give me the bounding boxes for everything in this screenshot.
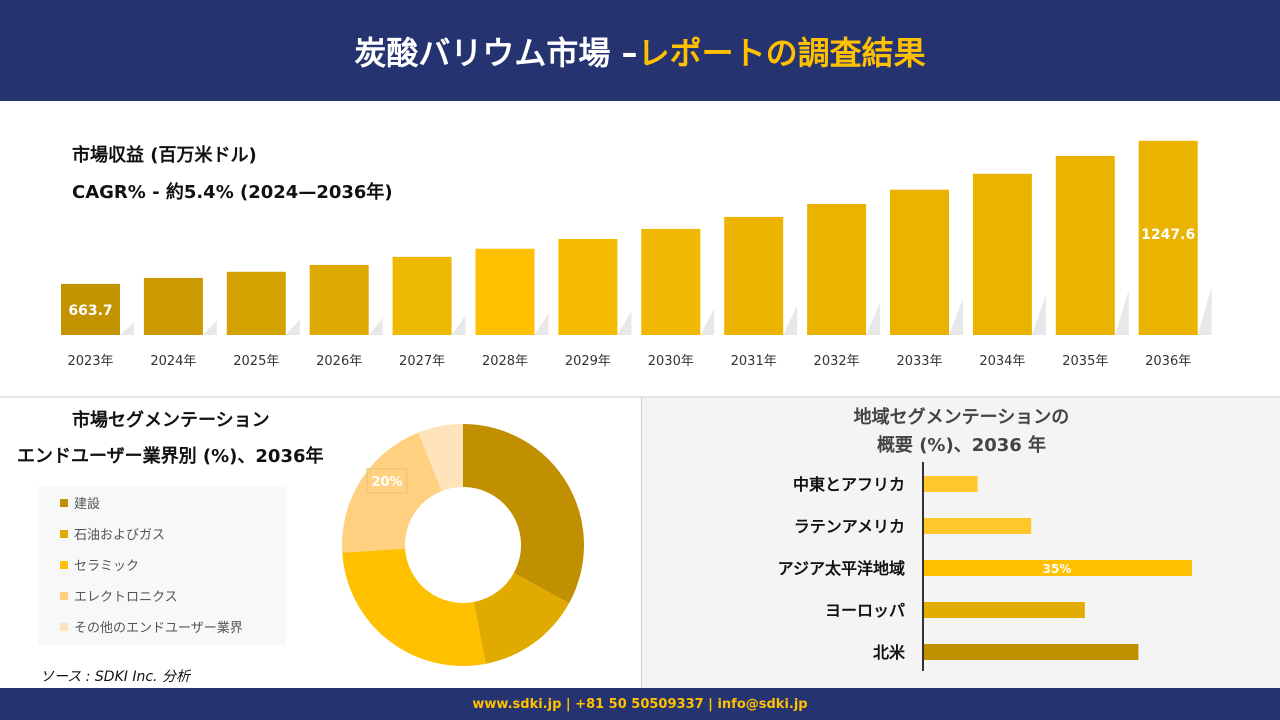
- bar-shadow: [368, 317, 383, 335]
- bar-2036年: [1138, 140, 1198, 335]
- x-tick-label: 2033年: [896, 354, 942, 369]
- data-label-box: [366, 468, 408, 494]
- region-segment-panel: 地域セグメンテーションの 概要 (%)、2036 年 中東とアフリカ ラテンアメリ…: [641, 398, 1280, 688]
- legend-item: その他のエンドユーザー業界: [60, 617, 243, 636]
- legend-swatch: [60, 498, 68, 507]
- data-label: 663.7: [68, 303, 112, 319]
- bar-ラテンアメリカ: [924, 518, 1032, 534]
- donut-slice-2: [342, 548, 486, 666]
- title-main: 炭酸バリウム市場 –: [354, 33, 638, 72]
- bar-2032年: [807, 203, 867, 335]
- category-label: アジア太平洋地域: [778, 559, 905, 578]
- region-title: 地域セグメンテーションの 概要 (%)、2036 年: [642, 404, 1280, 460]
- bar-2034年: [972, 173, 1032, 335]
- region-title-line1: 地域セグメンテーションの: [853, 407, 1070, 428]
- bar-shadow: [1114, 290, 1129, 335]
- bar-shadow: [451, 315, 466, 335]
- x-tick-label: 2030年: [648, 354, 694, 369]
- legend-swatch: [60, 560, 68, 569]
- bar-2027年: [392, 256, 452, 335]
- bar-アジア太平洋地域: [924, 560, 1192, 576]
- revenue-section: 市場収益 (百万米ドル) CAGR% - 約5.4% (2024—2036年) …: [0, 101, 1280, 396]
- data-label: 35%: [1043, 562, 1072, 576]
- cagr-subtitle: CAGR% - 約5.4% (2024—2036年): [72, 182, 393, 203]
- bar-2028年: [475, 248, 535, 335]
- bar-北米: [924, 644, 1139, 660]
- x-tick-label: 2024年: [150, 354, 196, 369]
- bar-shadow: [700, 308, 715, 335]
- revenue-title: 市場収益 (百万米ドル): [72, 145, 257, 166]
- x-tick-label: 2028年: [482, 354, 528, 369]
- x-tick-label: 2032年: [814, 354, 860, 369]
- bar-shadow: [1197, 286, 1212, 335]
- bar-shadow: [617, 310, 632, 335]
- bar-2031年: [724, 216, 784, 335]
- legend-item: エレクトロニクス: [60, 586, 178, 605]
- category-label: 中東とアフリカ: [793, 475, 905, 494]
- legend-item: 建設: [60, 493, 100, 512]
- bar-shadow: [866, 302, 881, 335]
- legend-swatch: [60, 591, 68, 600]
- legend-label: エレクトロニクス: [74, 590, 178, 605]
- segment-title: 市場セグメンテーション: [72, 410, 270, 431]
- footer-contact: www.sdki.jp | +81 50 50509337 | info@sdk…: [0, 688, 1280, 720]
- revenue-bar-chart: 2023年 663.7 2024年 2025年 2026年 2027年 2028年 2029年…: [61, 140, 1212, 369]
- bar-2025年: [226, 271, 286, 335]
- legend-label: 建設: [74, 497, 101, 512]
- legend-item: 石油およびガス: [60, 524, 165, 543]
- legend-label: その他のエンドユーザー業界: [74, 621, 243, 636]
- x-tick-label: 2027年: [399, 354, 445, 369]
- category-label: 北米: [873, 643, 906, 662]
- segment-subtitle: エンドユーザー業界別 (%)、2036年: [17, 446, 324, 467]
- bar-2024年: [143, 277, 203, 335]
- donut-slice-4: [418, 424, 463, 492]
- legend-swatch: [60, 529, 68, 538]
- bar-shadow: [202, 320, 217, 335]
- source-note: ソース : SDKI Inc. 分析: [40, 669, 190, 685]
- legend-swatch: [60, 622, 68, 631]
- bar-2023年: [61, 283, 120, 335]
- x-tick-label: 2035年: [1062, 354, 1108, 369]
- donut-legend: 建設石油およびガス セラミックエレクトロニクスその他のエンドユーザー業界: [38, 487, 286, 645]
- bar-shadow: [1031, 294, 1046, 335]
- x-tick-label: 2031年: [731, 354, 777, 369]
- bar-2030年: [641, 228, 701, 335]
- bar-ヨーロッパ: [924, 602, 1085, 618]
- bar-2035年: [1055, 155, 1115, 335]
- bar-2029年: [558, 238, 618, 335]
- bar-shadow: [120, 322, 134, 335]
- bar-2026年: [309, 264, 369, 335]
- x-tick-label: 2025年: [233, 354, 279, 369]
- bar-中東とアフリカ: [924, 476, 978, 492]
- category-label: ヨーロッパ: [825, 601, 905, 620]
- bar-2033年: [890, 189, 949, 335]
- data-label: 1247.6: [1141, 227, 1195, 243]
- x-tick-label: 2026年: [316, 354, 362, 369]
- donut-slice-1: [473, 572, 570, 664]
- x-tick-label: 2034年: [979, 354, 1025, 369]
- legend-label: 石油およびガス: [74, 528, 166, 543]
- end-user-segment-panel: 市場セグメンテーション エンドユーザー業界別 (%)、2036年 建設石油および…: [0, 398, 640, 688]
- bar-shadow: [534, 313, 549, 335]
- legend-item: セラミック: [60, 555, 139, 574]
- donut-slice-0: [463, 424, 584, 604]
- x-tick-label: 2029年: [565, 354, 611, 369]
- legend-label: セラミック: [74, 559, 140, 574]
- header-banner: 炭酸バリウム市場 – レポートの調査結果: [0, 0, 1280, 101]
- bar-shadow: [285, 319, 300, 335]
- divider: [0, 396, 1280, 398]
- bar-shadow: [783, 305, 798, 335]
- data-label: 20%: [371, 475, 402, 490]
- title-accent: レポートの調査結果: [637, 33, 926, 72]
- category-label: ラテンアメリカ: [794, 517, 905, 536]
- bar-shadow: [949, 298, 963, 335]
- end-user-donut-chart: 20%: [342, 424, 584, 666]
- region-title-line2: 概要 (%)、2036 年: [876, 435, 1047, 456]
- x-tick-label: 2023年: [67, 354, 113, 369]
- x-tick-label: 2036年: [1145, 354, 1191, 369]
